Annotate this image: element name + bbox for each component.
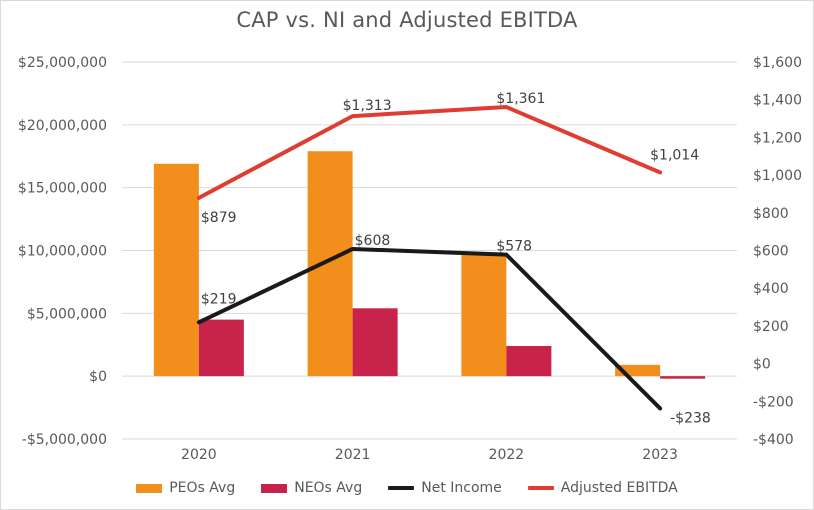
bar-peos-avg-2023	[615, 364, 661, 377]
legend-item-neos-avg: NEOs Avg	[261, 480, 362, 496]
bar-peos-avg-2022	[461, 253, 507, 377]
chart-legend: PEOs Avg NEOs Avg Net Income Adjusted EB…	[0, 480, 814, 496]
data-label-adjusted-ebitda: $1,361	[496, 91, 545, 107]
data-label-adjusted-ebitda: $1,313	[343, 98, 392, 114]
right-axis-tick-label: $200	[753, 319, 789, 335]
chart-title: CAP vs. NI and Adjusted EBITDA	[236, 8, 578, 32]
right-axis-tick-label: -$400	[753, 432, 794, 448]
data-label-adjusted-ebitda: $879	[201, 210, 237, 226]
bar-peos-avg-2021	[307, 151, 353, 377]
bar-neos-avg-2021	[352, 308, 398, 377]
legend-label-net-income: Net Income	[421, 480, 502, 496]
right-axis-tick-label: $600	[753, 244, 789, 260]
x-axis-tick-label: 2023	[642, 447, 678, 463]
left-axis-tick-label: $10,000,000	[18, 244, 107, 260]
data-label-adjusted-ebitda: $1,014	[650, 147, 699, 163]
legend-swatch-peos-avg	[136, 483, 163, 493]
right-axis-tick-label: $1,600	[753, 55, 802, 71]
right-axis-tick-label: $1,400	[753, 93, 802, 109]
left-axis-tick-label: $20,000,000	[18, 118, 107, 134]
left-axis-tick-label: $15,000,000	[18, 181, 107, 197]
legend-swatch-net-income	[388, 486, 415, 490]
bar-neos-avg-2022	[506, 346, 552, 377]
x-axis-tick-label: 2022	[489, 447, 525, 463]
x-axis-tick-label: 2021	[335, 447, 371, 463]
legend-label-peos-avg: PEOs Avg	[169, 480, 236, 496]
legend-item-peos-avg: PEOs Avg	[136, 480, 235, 496]
left-axis-tick-label: $0	[89, 369, 107, 385]
data-label-net-income: -$238	[670, 410, 711, 426]
legend-item-adjusted-ebitda: Adjusted EBITDA	[527, 480, 678, 496]
data-label-net-income: $608	[355, 233, 391, 249]
left-axis-tick-label: $25,000,000	[18, 55, 107, 71]
bar-neos-avg-2020	[198, 319, 244, 377]
x-axis-tick-label: 2020	[181, 447, 217, 463]
legend-label-adjusted-ebitda: Adjusted EBITDA	[560, 480, 678, 496]
legend-item-net-income: Net Income	[388, 480, 502, 496]
legend-swatch-adjusted-ebitda	[527, 486, 554, 490]
legend-label-neos-avg: NEOs Avg	[294, 480, 363, 496]
right-axis-tick-label: $0	[753, 357, 771, 373]
data-label-net-income: $219	[201, 291, 237, 307]
right-axis-tick-label: $1,000	[753, 168, 802, 184]
line-adjusted-ebitda	[196, 105, 663, 200]
chart-plot: -$5,000,000 $0 $5,000,000 $10,000,000 $15,00…	[18, 55, 802, 463]
left-axis-tick-label: -$5,000,000	[22, 432, 107, 448]
bar-peos-avg-2020	[153, 163, 199, 377]
right-axis-tick-label: -$200	[753, 394, 794, 410]
line-net-income	[196, 246, 663, 411]
right-axis-tick-label: $1,200	[753, 130, 802, 146]
left-axis-tick-label: $5,000,000	[27, 306, 107, 322]
right-axis-tick-label: $800	[753, 206, 789, 222]
right-axis-tick-label: $400	[753, 281, 789, 297]
data-label-net-income: $578	[496, 239, 532, 255]
bar-neos-avg-2023	[660, 376, 706, 379]
legend-swatch-neos-avg	[261, 483, 288, 493]
